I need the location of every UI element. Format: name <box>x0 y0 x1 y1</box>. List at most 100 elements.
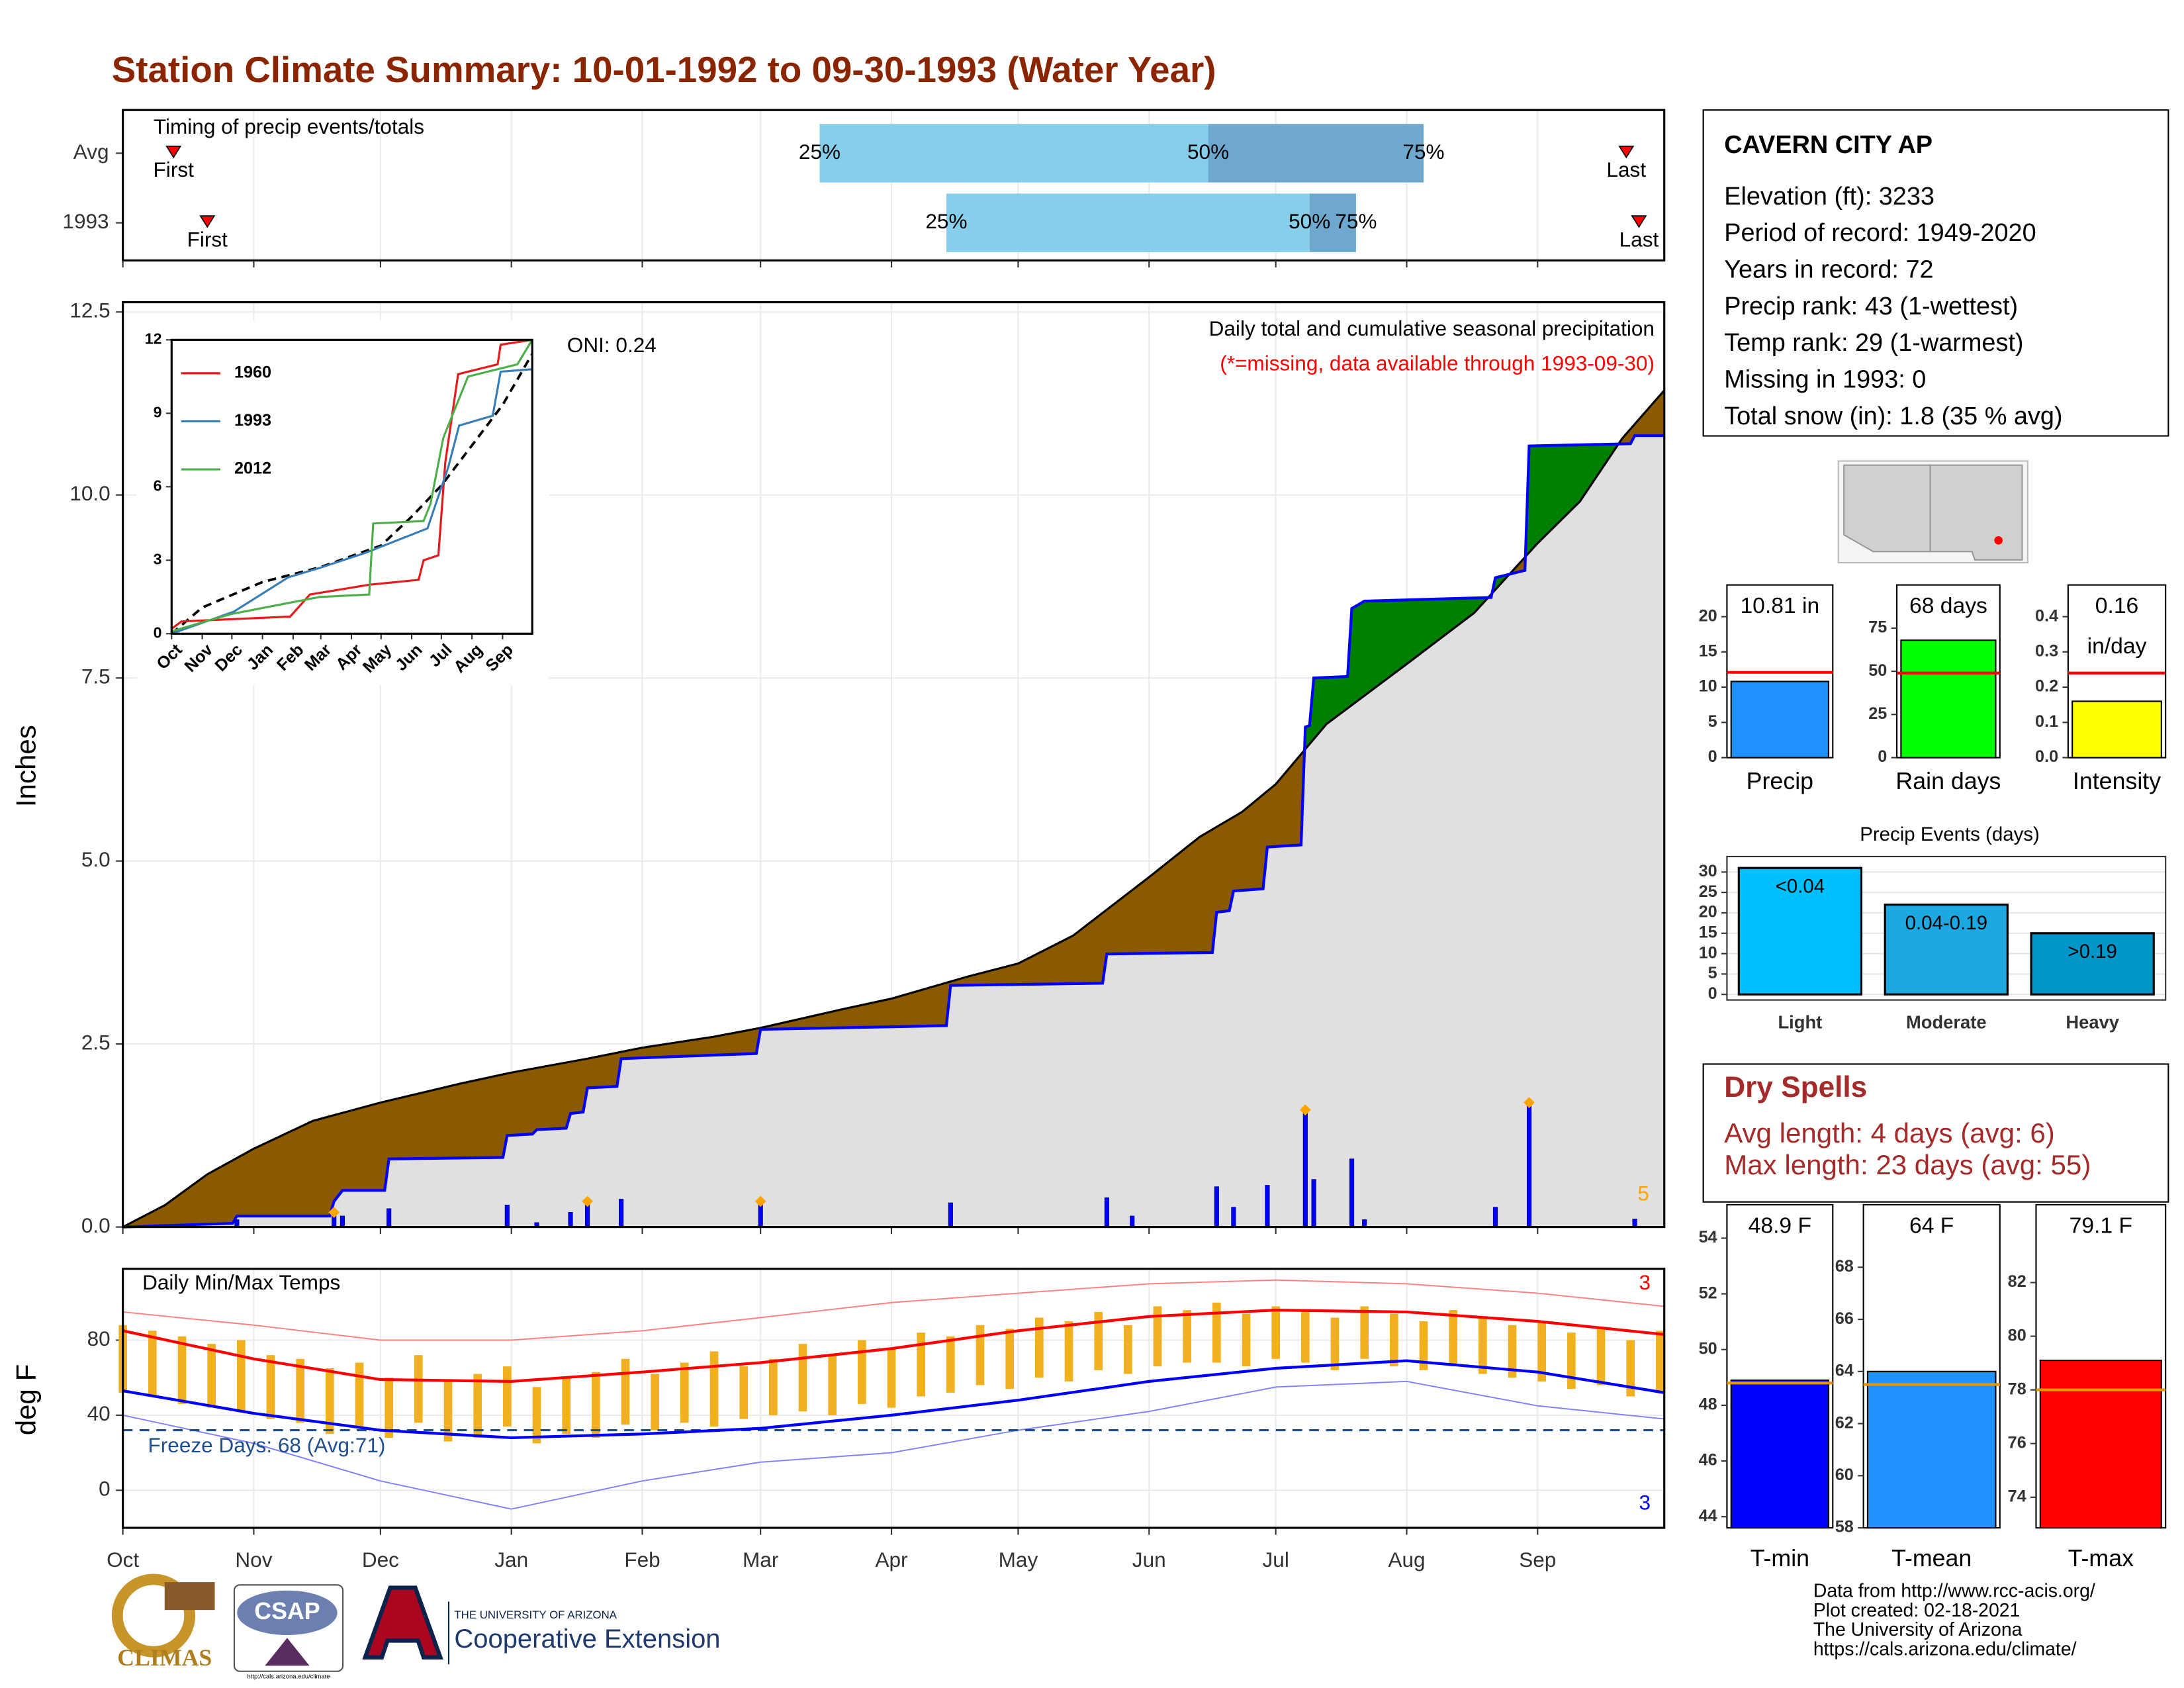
inset-line <box>171 368 533 635</box>
oni: ONI: 0.24 <box>567 333 657 357</box>
y-tick-label: 0.0 <box>2035 747 2058 766</box>
event-bar <box>1884 904 2009 996</box>
station-dot <box>1994 536 2003 545</box>
y-tick-label: 66 <box>1835 1309 1854 1328</box>
temp-bar <box>769 1358 778 1415</box>
daily-bar <box>1362 1219 1367 1228</box>
climas-logo <box>164 1582 215 1611</box>
temp-bar <box>1242 1313 1251 1367</box>
y-tick-label: 0.0 <box>81 1213 111 1237</box>
record-count: 3 <box>1639 1270 1651 1294</box>
y-tick-label: 25 <box>1699 882 1717 901</box>
csap-logo <box>233 1584 344 1672</box>
y-tick-label: 80 <box>2008 1326 2026 1344</box>
daily-bar <box>1632 1219 1637 1228</box>
dry-spells-line: Avg length: 4 days (avg: 6) <box>1724 1117 2055 1149</box>
temp-bar <box>621 1358 630 1425</box>
y-tick-label: 0 <box>99 1477 111 1501</box>
daily-bar <box>1302 1109 1308 1228</box>
panel-title: Timing of precip events/totals <box>154 115 424 138</box>
station-box <box>1702 109 2169 437</box>
value-label: 48.9 F <box>1749 1213 1811 1238</box>
daily-bar <box>1104 1197 1110 1228</box>
temp-bar <box>414 1355 423 1423</box>
category-label: Intensity <box>2073 768 2161 794</box>
x-tick-label: Dec <box>362 1548 399 1571</box>
panel-border <box>122 301 1666 1229</box>
temp-bar <box>1271 1306 1280 1359</box>
x-tick-label: Jan <box>494 1548 528 1571</box>
y-tick-label: 50 <box>1868 661 1887 680</box>
temp-bar <box>1537 1321 1546 1382</box>
y-tick-label: 20 <box>1699 903 1717 921</box>
timing-bar <box>1309 193 1356 252</box>
x-tick-label: Aug <box>1388 1548 1425 1571</box>
inset-average <box>171 353 533 635</box>
legend-label: 1960 <box>234 363 271 382</box>
percentile-label: 50% <box>1289 209 1330 233</box>
y-tick-label: 74 <box>2008 1487 2026 1505</box>
temp-bar <box>592 1372 600 1438</box>
temp-bar <box>1183 1310 1191 1363</box>
dry-spells-title: Dry Spells <box>1724 1071 1867 1103</box>
value-label: 64 F <box>1909 1213 1954 1238</box>
y-tick-label: 5 <box>1708 712 1717 731</box>
temp-bar <box>562 1378 570 1434</box>
daily-bar <box>948 1202 953 1228</box>
panel-border <box>1726 855 2167 1001</box>
y-tick-label: 10.0 <box>69 481 110 505</box>
timing-marker <box>165 146 182 159</box>
panel-border <box>170 338 533 635</box>
y-tick-label: 0.1 <box>2035 712 2058 731</box>
category-label: T-min <box>1751 1545 1809 1571</box>
x-tick-label: Apr <box>875 1548 907 1571</box>
temp-bar <box>1330 1317 1340 1370</box>
summary-bar <box>2039 1360 2162 1529</box>
y-tick-label: 3 <box>154 550 162 567</box>
temp-bar <box>326 1368 334 1434</box>
panel-border <box>122 109 1666 262</box>
daily-bar <box>234 1219 240 1228</box>
logos <box>111 1573 450 1672</box>
station-line: Years in record: 72 <box>1724 256 1933 283</box>
temp-bar <box>1124 1325 1132 1374</box>
panel-border <box>122 1268 1666 1529</box>
category-label: T-mean <box>1891 1545 1972 1571</box>
daily-bar <box>619 1199 624 1228</box>
temp-bar <box>207 1344 216 1408</box>
value-label: 68 days <box>1909 594 1987 618</box>
daily-bar <box>387 1208 392 1228</box>
summary-bar <box>1900 639 1997 759</box>
freeze-label: Freeze Days: 68 (Avg:71) <box>148 1433 386 1457</box>
temp-bar <box>1035 1317 1044 1378</box>
daily-bar <box>504 1204 510 1228</box>
y-tick-label: 12 <box>145 330 162 347</box>
y-tick-label: 46 <box>1699 1451 1717 1470</box>
credit-line: https://cals.arizona.edu/climate/ <box>1813 1639 2077 1660</box>
x-tick-label: Nov <box>235 1548 272 1571</box>
category-label: Rain days <box>1895 768 2001 794</box>
inset-bg <box>136 320 549 686</box>
y-tick-label: 0 <box>1708 747 1717 766</box>
temp-bar <box>1005 1329 1014 1389</box>
y-tick-label: 44 <box>1699 1507 1717 1525</box>
record-count: 3 <box>1639 1491 1651 1515</box>
y-tick-label: 2.5 <box>81 1030 111 1054</box>
timing-bar <box>819 124 1208 183</box>
temp-bar <box>1508 1325 1517 1378</box>
record-marker <box>328 1207 340 1218</box>
y-tick-label: 9 <box>154 403 162 420</box>
temp-bar <box>739 1366 748 1419</box>
daily-bar <box>1492 1207 1498 1228</box>
summary-bar <box>1730 680 1830 759</box>
temp-bar <box>266 1355 275 1419</box>
y-tick-label: 0.3 <box>2035 641 2058 660</box>
temp-bar <box>443 1381 453 1442</box>
percentile-label: 75% <box>1335 209 1377 233</box>
daily-bar <box>1526 1102 1532 1228</box>
credit-line: Plot created: 02-18-2021 <box>1813 1600 2021 1621</box>
event-bar <box>2030 932 2155 996</box>
temp-bar <box>1153 1306 1162 1367</box>
temp-bar <box>355 1362 364 1427</box>
